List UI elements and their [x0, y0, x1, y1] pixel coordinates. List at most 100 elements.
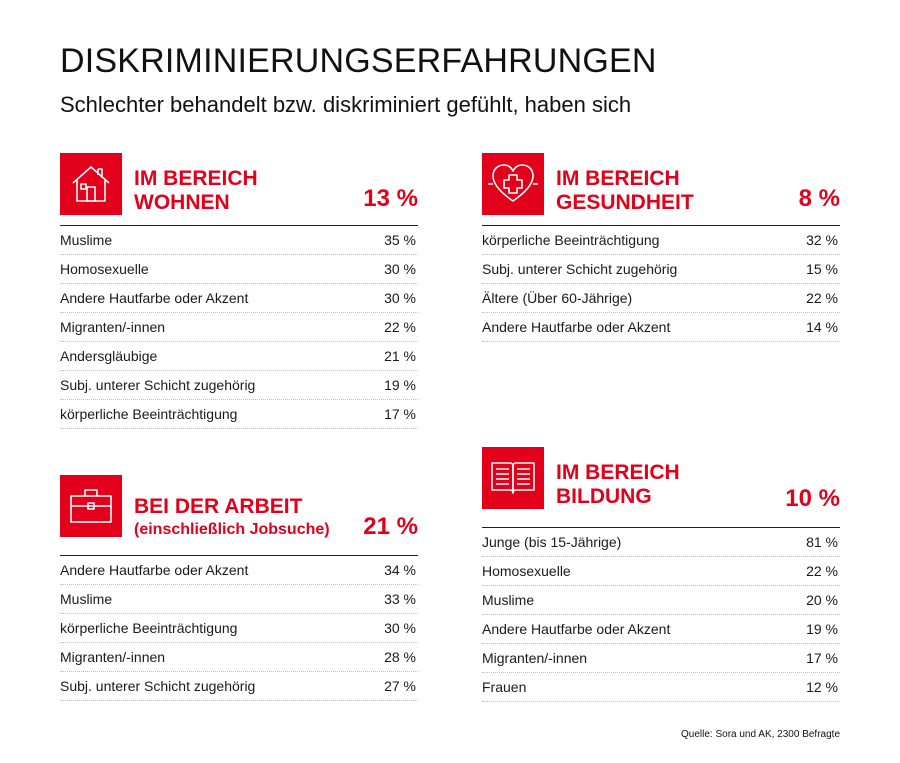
row-label: Andere Hautfarbe oder Akzent: [60, 290, 249, 306]
row-value: 22 %: [806, 290, 838, 306]
panel-title-line2: WOHNEN: [134, 191, 230, 214]
panel-bildung: IM BEREICH BILDUNG 10 % Junge (bis 15-Jä…: [482, 447, 840, 702]
panel-title-line2: (einschließlich Jobsuche): [134, 521, 330, 538]
panel-title-line2: BILDUNG: [556, 485, 652, 508]
panel-total: 21 %: [363, 513, 418, 540]
page-subtitle: Schlechter behandelt bzw. diskriminiert …: [60, 92, 632, 117]
panel-title-line1: IM BEREICH: [556, 461, 680, 484]
row-label: Andere Hautfarbe oder Akzent: [60, 562, 249, 578]
row-value: 32 %: [806, 232, 838, 248]
panel-title-line1: IM BEREICH: [134, 167, 258, 190]
table-row: Muslime 35 %: [60, 226, 418, 255]
row-label: Subj. unterer Schicht zugehörig: [60, 678, 256, 694]
row-value: 34 %: [384, 562, 416, 578]
table-row: Andersgläubige 21 %: [60, 342, 418, 371]
row-label: Andere Hautfarbe oder Akzent: [482, 621, 671, 637]
row-value: 35 %: [384, 232, 416, 248]
row-label: Homosexuelle: [482, 563, 571, 579]
open-book-icon: [482, 447, 544, 509]
page-title: DISKRIMINIERUNGSERFAHRUNGEN: [60, 42, 657, 80]
panel-total: 10 %: [785, 485, 840, 512]
row-value: 30 %: [384, 290, 416, 306]
row-label: Muslime: [60, 591, 113, 607]
panel-header: BEI DER ARBEIT (einschließlich Jobsuche)…: [60, 475, 418, 555]
table-row: Homosexuelle 22 %: [482, 557, 840, 586]
row-value: 19 %: [384, 377, 416, 393]
table-row: Andere Hautfarbe oder Akzent 14 %: [482, 313, 840, 342]
table-row: körperliche Beeinträchtigung 32 %: [482, 226, 840, 255]
panel-header: IM BEREICH BILDUNG 10 %: [482, 447, 840, 527]
row-label: Andere Hautfarbe oder Akzent: [482, 319, 671, 335]
row-label: Migranten/-innen: [482, 650, 588, 666]
source-note: Quelle: Sora und AK, 2300 Befragte: [681, 729, 840, 740]
row-label: Homosexuelle: [60, 261, 149, 277]
panel-total: 13 %: [363, 185, 418, 212]
row-value: 17 %: [806, 650, 838, 666]
panel-rows: Andere Hautfarbe oder Akzent 34 % Muslime 3…: [60, 555, 418, 701]
panel-rows: Junge (bis 15-Jährige) 81 % Homosexuelle 22…: [482, 527, 840, 702]
table-row: Migranten/-innen 17 %: [482, 644, 840, 673]
row-label: körperliche Beeinträchtigung: [60, 406, 238, 422]
house-icon: [60, 153, 122, 215]
panel-title-line2: GESUNDHEIT: [556, 191, 694, 214]
table-row: Muslime 33 %: [60, 585, 418, 614]
table-row: körperliche Beeinträchtigung 17 %: [60, 400, 418, 429]
panel-rows: körperliche Beeinträchtigung 32 % Subj. un…: [482, 225, 840, 342]
table-row: Migranten/-innen 22 %: [60, 313, 418, 342]
table-row: Subj. unterer Schicht zugehörig 19 %: [60, 371, 418, 400]
panel-title: IM BEREICH WOHNEN: [134, 167, 258, 215]
row-value: 22 %: [384, 319, 416, 335]
table-row: Frauen 12 %: [482, 673, 840, 702]
row-label: körperliche Beeinträchtigung: [60, 620, 238, 636]
table-row: körperliche Beeinträchtigung 30 %: [60, 614, 418, 643]
row-label: Migranten/-innen: [60, 319, 166, 335]
row-value: 14 %: [806, 319, 838, 335]
heart-cross-icon: [482, 153, 544, 215]
panel-total: 8 %: [798, 185, 840, 212]
table-row: Subj. unterer Schicht zugehörig 15 %: [482, 255, 840, 284]
row-label: Migranten/-innen: [60, 649, 166, 665]
table-row: Andere Hautfarbe oder Akzent 34 %: [60, 556, 418, 585]
row-label: Ältere (Über 60-Jährige): [482, 290, 633, 306]
briefcase-icon: [60, 475, 122, 537]
row-label: Frauen: [482, 679, 527, 695]
table-row: Junge (bis 15-Jährige) 81 %: [482, 528, 840, 557]
row-label: Subj. unterer Schicht zugehörig: [482, 261, 678, 277]
panel-arbeit: BEI DER ARBEIT (einschließlich Jobsuche)…: [60, 475, 418, 701]
table-row: Migranten/-innen 28 %: [60, 643, 418, 672]
table-row: Andere Hautfarbe oder Akzent 19 %: [482, 615, 840, 644]
panel-header: IM BEREICH WOHNEN 13 %: [60, 153, 418, 225]
panel-gesundheit: IM BEREICH GESUNDHEIT 8 % körperliche Be…: [482, 153, 840, 342]
row-value: 20 %: [806, 592, 838, 608]
row-value: 33 %: [384, 591, 416, 607]
panel-title: BEI DER ARBEIT (einschließlich Jobsuche): [134, 495, 330, 541]
row-value: 15 %: [806, 261, 838, 277]
table-row: Homosexuelle 30 %: [60, 255, 418, 284]
row-value: 17 %: [384, 406, 416, 422]
panel-title-line1: BEI DER ARBEIT: [134, 495, 303, 518]
panel-title: IM BEREICH GESUNDHEIT: [556, 167, 694, 215]
row-value: 30 %: [384, 261, 416, 277]
row-value: 12 %: [806, 679, 838, 695]
table-row: Ältere (Über 60-Jährige) 22 %: [482, 284, 840, 313]
row-label: Junge (bis 15-Jährige): [482, 534, 622, 550]
panel-header: IM BEREICH GESUNDHEIT 8 %: [482, 153, 840, 225]
row-label: Subj. unterer Schicht zugehörig: [60, 377, 256, 393]
row-value: 30 %: [384, 620, 416, 636]
panel-wohnen: IM BEREICH WOHNEN 13 % Muslime 35 % Homose…: [60, 153, 418, 429]
row-value: 28 %: [384, 649, 416, 665]
row-label: körperliche Beeinträchtigung: [482, 232, 660, 248]
table-row: Andere Hautfarbe oder Akzent 30 %: [60, 284, 418, 313]
row-value: 22 %: [806, 563, 838, 579]
panel-title: IM BEREICH BILDUNG: [556, 461, 680, 509]
row-label: Andersgläubige: [60, 348, 158, 364]
panel-title-line1: IM BEREICH: [556, 167, 680, 190]
table-row: Muslime 20 %: [482, 586, 840, 615]
row-value: 81 %: [806, 534, 838, 550]
table-row: Subj. unterer Schicht zugehörig 27 %: [60, 672, 418, 701]
row-label: Muslime: [60, 232, 113, 248]
row-value: 27 %: [384, 678, 416, 694]
panel-rows: Muslime 35 % Homosexuelle 30 % Andere Hautfa…: [60, 225, 418, 429]
row-label: Muslime: [482, 592, 535, 608]
row-value: 21 %: [384, 348, 416, 364]
